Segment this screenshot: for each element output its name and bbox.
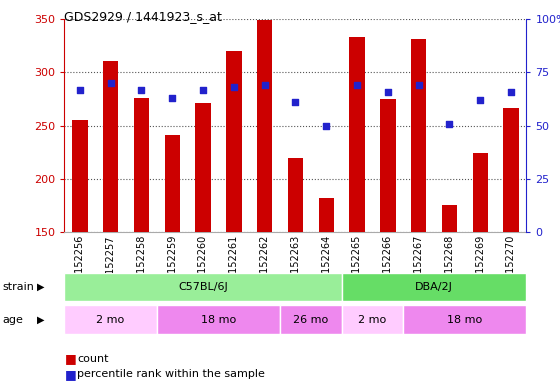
Bar bbox=[342, 273, 526, 301]
Bar bbox=[349, 37, 365, 232]
Point bbox=[414, 82, 423, 88]
Bar bbox=[72, 121, 87, 232]
Text: GDS2929 / 1441923_s_at: GDS2929 / 1441923_s_at bbox=[64, 10, 222, 23]
Point bbox=[506, 89, 515, 95]
Bar bbox=[288, 158, 303, 232]
Bar bbox=[103, 61, 118, 232]
Bar bbox=[64, 305, 157, 334]
Point bbox=[445, 121, 454, 127]
Text: strain: strain bbox=[3, 282, 35, 292]
Text: percentile rank within the sample: percentile rank within the sample bbox=[77, 369, 265, 379]
Bar bbox=[64, 273, 342, 301]
Text: C57BL/6J: C57BL/6J bbox=[178, 282, 228, 292]
Point bbox=[75, 86, 85, 93]
Point bbox=[476, 97, 485, 103]
Point bbox=[137, 86, 146, 93]
Bar bbox=[226, 51, 241, 232]
Text: ▶: ▶ bbox=[36, 314, 44, 325]
Bar bbox=[195, 103, 211, 232]
Bar bbox=[342, 305, 403, 334]
Bar bbox=[165, 135, 180, 232]
Text: 18 mo: 18 mo bbox=[447, 314, 482, 325]
Bar bbox=[503, 108, 519, 232]
Bar bbox=[157, 305, 280, 334]
Bar bbox=[134, 98, 149, 232]
Point bbox=[230, 84, 239, 91]
Bar bbox=[280, 305, 342, 334]
Text: 26 mo: 26 mo bbox=[293, 314, 328, 325]
Point bbox=[198, 86, 207, 93]
Text: 2 mo: 2 mo bbox=[96, 314, 125, 325]
Point bbox=[260, 82, 269, 88]
Bar bbox=[257, 20, 272, 232]
Bar bbox=[442, 205, 457, 232]
Text: age: age bbox=[3, 314, 24, 325]
Point bbox=[383, 89, 392, 95]
Point bbox=[168, 95, 177, 101]
Text: 2 mo: 2 mo bbox=[358, 314, 386, 325]
Bar bbox=[411, 40, 426, 232]
Point bbox=[106, 80, 115, 86]
Bar bbox=[403, 305, 526, 334]
Bar bbox=[380, 99, 395, 232]
Text: count: count bbox=[77, 354, 109, 364]
Bar bbox=[473, 154, 488, 232]
Point bbox=[291, 99, 300, 105]
Point bbox=[321, 123, 330, 129]
Text: ■: ■ bbox=[64, 368, 76, 381]
Text: DBA/2J: DBA/2J bbox=[415, 282, 453, 292]
Point bbox=[353, 82, 362, 88]
Bar bbox=[319, 198, 334, 232]
Text: 18 mo: 18 mo bbox=[201, 314, 236, 325]
Text: ▶: ▶ bbox=[36, 282, 44, 292]
Text: ■: ■ bbox=[64, 353, 76, 366]
